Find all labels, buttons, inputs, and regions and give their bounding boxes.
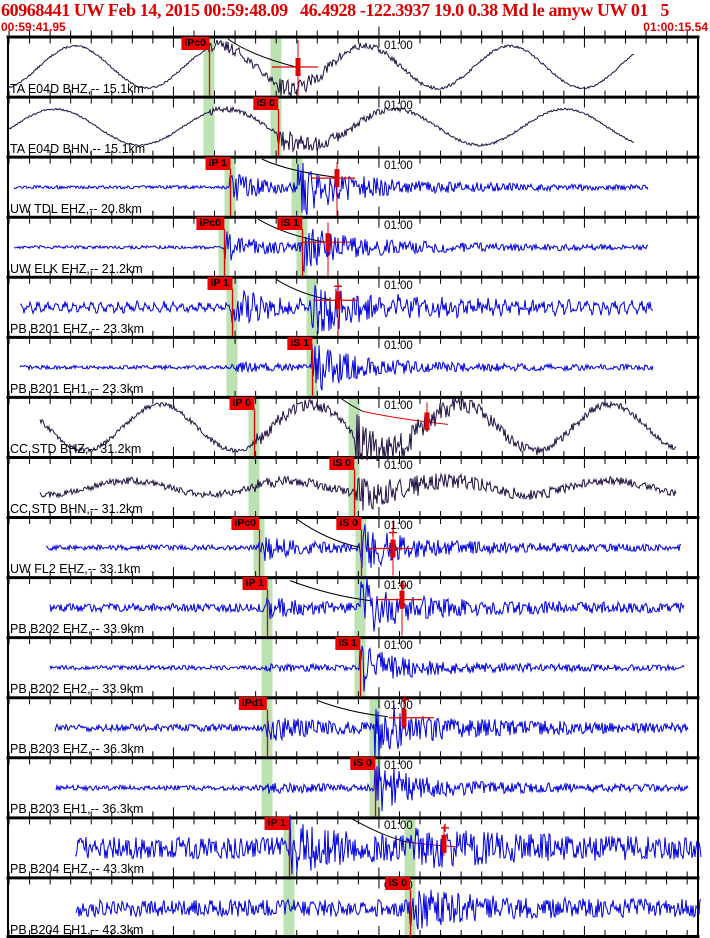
coda-decay-curve [261,158,336,178]
trace-label: CC STD BHZ,-- 31.2km [10,441,142,456]
pick-flag[interactable]: iS 0 [336,517,361,531]
time-tick-label: 01:00 [384,399,413,412]
time-tick-label: 01:00 [384,700,413,713]
time-tick-label: 01:00 [384,219,413,232]
pick-flag[interactable]: iS 1 [335,637,360,651]
coda-duration-marker[interactable] [424,412,430,431]
pick-flag[interactable]: iS 0 [385,877,410,891]
waveform-path[interactable] [55,764,689,812]
time-tick-label: 01:00 [384,640,413,653]
coda-decay-curve [317,700,389,718]
waveform-path[interactable] [75,814,702,875]
event-title: 60968441 UW Feb 14, 2015 00:59:48.09 46.… [1,0,670,20]
coda-duration-marker[interactable] [295,58,301,76]
pick-flag[interactable]: iPc0 [181,36,209,50]
coda-decay-curve [257,218,327,243]
pick-flag[interactable]: iS 0 [253,96,278,110]
trace-label: TA E04D BHN,-- 15.1km [10,141,146,156]
pick-flag[interactable]: iS 1 [287,336,312,350]
pick-uncertainty-band [261,639,273,697]
coda-decay-curve [362,410,449,425]
pick-flag[interactable]: iS 0 [329,456,354,470]
waveform-path[interactable] [13,162,649,216]
window-start-time: 00:59:41.95 [1,20,66,34]
trace-label: CC STD BHN,-- 31.2km [10,502,143,517]
trace-label: PB B203 EH1,-- 36.3km [10,802,144,817]
pick-flag[interactable]: iP 1 [205,156,230,170]
time-tick-label: 01:00 [384,820,413,833]
waveform-path[interactable] [7,39,635,98]
pick-flag[interactable]: iP 1 [264,817,289,831]
coda-decay-curve [340,397,364,412]
coda-duration-marker[interactable] [325,233,331,252]
trace-label: PB B203 EHZ,-- 36.3km [10,742,145,757]
waveform-path[interactable] [19,344,654,391]
trace-label: PB B201 EH1,-- 23.3km [10,381,144,396]
coda-decay-curve [227,38,297,68]
coda-duration-marker[interactable] [399,590,405,609]
pick-flag[interactable]: iS 1 [277,216,302,230]
pick-flag[interactable]: iPc0 [231,517,259,531]
time-tick-label: 01:00 [384,459,413,472]
waveform-path[interactable] [75,889,701,930]
trace-label: UW FL2 EHZ,-- 33.1km [10,562,141,577]
time-tick-label: 01:00 [384,339,413,352]
pick-flag[interactable]: iPd1 [238,697,267,711]
waveform-path[interactable] [49,645,685,692]
coda-duration-marker[interactable] [401,708,407,727]
pick-uncertainty-band [348,398,360,456]
pick-flag[interactable]: iP 0 [229,396,254,410]
waveform-path[interactable] [49,577,685,632]
coda-duration-marker[interactable] [390,539,396,558]
time-tick-label: 01:00 [384,39,413,52]
coda-duration-marker[interactable] [335,291,341,310]
pick-flag[interactable]: iS 0 [350,757,375,771]
window-end-time: 01:00:15.54 [643,20,708,34]
time-tick-label: 01:00 [384,760,413,773]
pick-uncertainty-band [306,278,318,336]
time-tick-label: 01:00 [384,520,413,533]
pick-flag[interactable]: iP 1 [207,276,232,290]
coda-duration-marker[interactable] [441,834,447,853]
coda-decay-curve [275,278,333,301]
trace-label: PB B202 EH2,-- 33.9km [10,682,144,697]
trace-label: PB B202 EHZ,-- 33.9km [10,622,145,637]
pick-uncertainty-band [226,338,238,396]
time-tick-label: 01:00 [384,580,413,593]
trace-label: PB B204 EHZ,-- 43.3km [10,862,145,877]
trace-label: UW TDL EHZ,-- 20.8km [10,201,142,216]
coda-decay-curve [289,580,371,602]
coda-duration-marker[interactable] [334,169,340,188]
pick-flag[interactable]: iP 1 [242,577,267,591]
pick-uncertainty-band [283,879,295,937]
waveform-path[interactable] [54,704,689,760]
pick-uncertainty-band [203,98,215,156]
coda-decay-curve [295,518,361,549]
trace-panel[interactable] [8,217,698,278]
trace-label: PB B201 EHZ,-- 23.3km [10,321,145,336]
time-tick-label: 01:00 [384,99,413,112]
pick-uncertainty-band [369,699,381,757]
waveform-path[interactable] [45,524,682,568]
waveform-path[interactable] [13,229,649,273]
trace-label: PB B204 EH1,-- 43.3km [10,922,144,937]
trace-label: TA E04D BHZ,-- 15.1km [10,81,144,96]
waveform-path[interactable] [39,472,677,511]
pick-uncertainty-band [354,579,366,637]
waveform-path[interactable] [7,105,635,154]
time-tick-label: 01:00 [384,159,413,172]
trace-label: UW ELK EHZ,-- 21.2km [10,261,143,276]
trace-panel[interactable] [8,577,698,638]
pick-flag[interactable]: iPc0 [196,216,224,230]
pick-uncertainty-band [270,98,282,156]
time-tick-label: 01:00 [384,279,413,292]
waveform-path[interactable] [39,396,677,461]
